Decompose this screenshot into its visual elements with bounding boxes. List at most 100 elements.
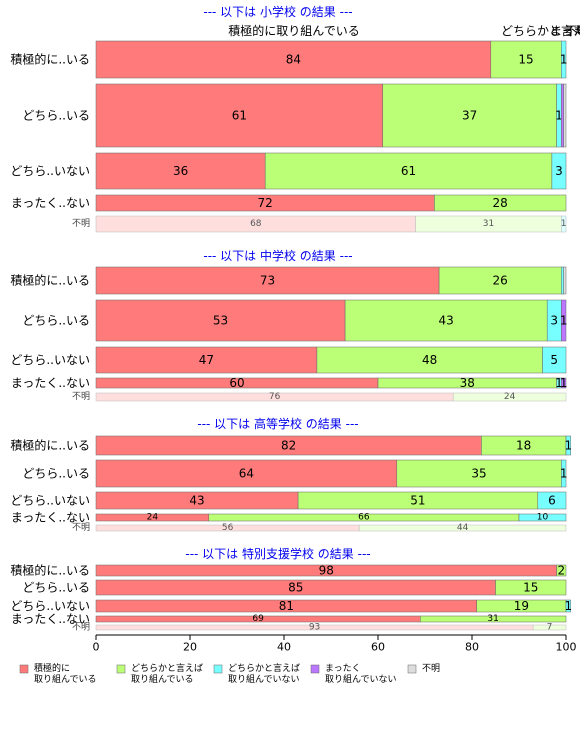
data-label: 1 [560, 467, 568, 481]
data-label: 31 [483, 219, 494, 229]
data-label: 36 [173, 164, 188, 178]
legend-label: どちらかと言えば [131, 662, 203, 674]
data-label: 61 [232, 109, 247, 123]
bar-row: どちら..いる 64 35 1 [22, 459, 568, 488]
bar-row: どちら..いる 53 43 3 1 [22, 299, 567, 342]
data-label: 15 [523, 581, 538, 595]
legend-swatch [19, 664, 29, 674]
bar-segment [561, 459, 567, 488]
data-label: 38 [460, 376, 475, 390]
bar-row: どちら..いない 43 51 6 [10, 491, 567, 510]
legend-label: 積極的に [34, 662, 70, 674]
chart-marks: 積極的に取り組んでいるどちらかと言えばまったく不明--- 以下は 小学校 の結果… [10, 4, 580, 685]
row-label: 不明 [72, 522, 90, 533]
bar-segment [95, 40, 492, 79]
data-label: 1 [565, 439, 573, 453]
panel-title: --- 以下は 高等学校 の結果 --- [197, 416, 358, 431]
bar-segment [563, 83, 567, 148]
bar-segment [264, 152, 553, 190]
bar-segment [95, 459, 398, 488]
row-label: 不明 [72, 622, 90, 633]
bar-segment [537, 491, 567, 510]
data-label: 60 [229, 376, 244, 390]
bar-segment [452, 392, 567, 402]
row-label: まったく..ない [11, 196, 90, 210]
bar-row: どちら..いる 85 15 [22, 579, 567, 596]
panel-1: --- 以下は 小学校 の結果 --- 積極的に..いる 84 15 1 どちら..いる 6… [10, 4, 567, 233]
data-label: 3 [555, 164, 563, 178]
data-label: 2 [557, 564, 565, 578]
bar-segment [344, 299, 548, 342]
data-label: 35 [471, 467, 486, 481]
row-label: どちら..いる [22, 314, 90, 328]
bar-segment [438, 266, 562, 295]
row-label: どちら..いない [10, 164, 90, 178]
bar-row: 不明 93 7 [72, 622, 567, 633]
bar-row: 積極的に..いる 98 2 [10, 563, 567, 578]
row-label: まったく..ない [11, 376, 90, 390]
bar-segment [556, 564, 567, 577]
panel-title: --- 以下は 小学校 の結果 --- [203, 4, 352, 19]
bar-segment [95, 266, 440, 295]
data-label: 24 [147, 513, 159, 523]
bar-row: 積極的に..いる 82 18 1 [10, 435, 573, 456]
bar-segment [532, 624, 567, 631]
legend-label: 取り組んでいない [228, 673, 300, 685]
data-label: 1 [565, 599, 573, 613]
bar-row: まったく..ない 72 28 [11, 194, 567, 212]
bar-row: どちら..いない 47 48 5 [10, 346, 567, 374]
bar-row: どちら..いない 36 61 3 [10, 152, 567, 190]
data-label: 1 [555, 376, 563, 390]
data-label: 93 [309, 623, 320, 633]
data-label: 53 [213, 314, 228, 328]
data-label: 26 [493, 274, 508, 288]
bar-segment [561, 266, 564, 295]
top-label-not-at-all: まったく [550, 24, 580, 38]
top-label-engaged: 積極的に取り組んでいる [228, 23, 359, 38]
bar-row: どちら..いる 61 37 1 [22, 83, 567, 148]
data-label: 64 [239, 467, 254, 481]
legend-label: どちらかと言えば [228, 662, 300, 674]
bar-row: 不明 68 31 1 [72, 215, 567, 233]
bar-segment [561, 83, 564, 148]
bar-segment [561, 40, 567, 79]
data-label: 81 [279, 599, 294, 613]
panel-title: --- 以下は 中学校 の結果 --- [203, 248, 352, 263]
bar-segment [382, 83, 557, 148]
x-tick-label: 100 [556, 641, 577, 654]
x-tick-label: 40 [277, 641, 291, 654]
bar-segment [495, 579, 567, 596]
bar-row: 積極的に..いる 73 26 [10, 266, 567, 295]
row-label: 積極的に..いる [10, 563, 90, 578]
x-tick-label: 60 [371, 641, 385, 654]
bar-segment [565, 435, 571, 456]
bar-segment [316, 346, 543, 374]
bar-row: 積極的に..いる 84 15 1 [10, 40, 567, 79]
data-label: 82 [281, 439, 296, 453]
row-label: どちら..いない [10, 599, 90, 613]
data-label: 61 [401, 164, 416, 178]
row-label: まったく..ない [11, 612, 90, 626]
data-label: 84 [286, 53, 301, 67]
data-label: 24 [504, 392, 516, 402]
bar-segment [434, 194, 567, 212]
data-label: 31 [487, 614, 498, 624]
data-label: 48 [422, 353, 437, 367]
data-label: 18 [516, 439, 531, 453]
bar-segment [420, 615, 567, 623]
panel-title: --- 以下は 特別支援学校 の結果 --- [185, 546, 370, 561]
legend: 積極的に取り組んでいるどちらかと言えば取り組んでいるどちらかと言えば取り組んでい… [19, 662, 440, 685]
data-label: 76 [269, 392, 281, 402]
top-label-somewhat: どちらかと言えば [501, 24, 580, 38]
data-label: 43 [439, 314, 454, 328]
data-label: 73 [260, 274, 275, 288]
data-label: 1 [555, 109, 563, 123]
data-label: 10 [537, 513, 549, 523]
data-label: 51 [410, 494, 425, 508]
row-label: 積極的に..いる [10, 52, 90, 67]
data-label: 98 [319, 564, 334, 578]
panel-4: --- 以下は 特別支援学校 の結果 --- 積極的に..いる 98 2どちら..いる… [10, 546, 572, 633]
row-label: どちら..いない [10, 494, 90, 508]
row-label: 積極的に..いる [10, 273, 90, 288]
